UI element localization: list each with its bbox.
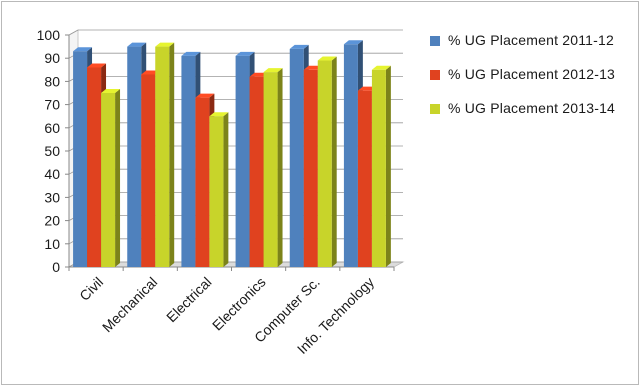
bar xyxy=(371,69,386,267)
y-tick-label: 70 xyxy=(44,97,60,113)
y-tick-label: 0 xyxy=(52,259,60,275)
bar xyxy=(155,46,170,267)
bar xyxy=(87,67,102,267)
y-tick-label: 100 xyxy=(37,27,61,43)
bar-top xyxy=(195,93,215,98)
bar-top xyxy=(371,65,391,70)
bar xyxy=(343,44,358,267)
bar-top xyxy=(317,56,337,61)
bar xyxy=(141,74,156,267)
bar-top xyxy=(235,51,255,56)
bar-top xyxy=(127,42,147,47)
y-tick-label: 10 xyxy=(44,236,60,252)
y-tick-label: 50 xyxy=(44,143,60,159)
x-tick-label: Mechanical xyxy=(99,274,160,335)
bar-top xyxy=(101,89,121,93)
gridline xyxy=(68,29,403,36)
y-tick-label: 60 xyxy=(44,120,60,136)
legend-label: % UG Placement 2013-14 xyxy=(448,100,616,116)
bar xyxy=(235,55,250,267)
bar-top xyxy=(263,68,283,73)
bar xyxy=(263,72,278,268)
x-tick-label: Civil xyxy=(76,274,106,304)
bar-top xyxy=(155,42,175,47)
bar xyxy=(101,93,116,267)
bar-side xyxy=(115,89,121,267)
bar xyxy=(195,97,210,267)
bar-top xyxy=(343,40,363,45)
legend-swatch xyxy=(430,36,440,46)
bar-side xyxy=(331,56,337,267)
bar-side xyxy=(223,112,229,267)
y-tick-label: 40 xyxy=(44,166,60,182)
bar-side xyxy=(385,65,391,267)
bar xyxy=(73,51,88,267)
bar xyxy=(127,46,142,267)
bar xyxy=(357,90,372,268)
bar xyxy=(317,60,332,267)
bar-top xyxy=(181,51,201,56)
y-tick-label: 20 xyxy=(44,213,60,229)
bar xyxy=(303,69,318,267)
legend-swatch xyxy=(430,70,440,80)
bar xyxy=(181,55,196,267)
legend-label: % UG Placement 2012-13 xyxy=(448,66,616,82)
bar-side xyxy=(277,68,283,268)
bar-top xyxy=(209,112,229,117)
y-tick-label: 90 xyxy=(44,50,60,66)
x-tick-label: Electrical xyxy=(163,274,214,325)
bar-top xyxy=(87,63,107,68)
y-tick-label: 30 xyxy=(44,189,60,205)
bar xyxy=(209,116,224,267)
bar xyxy=(289,48,304,267)
bar-top xyxy=(73,47,93,52)
y-tick-label: 80 xyxy=(44,73,60,89)
bar-side xyxy=(169,42,175,267)
legend-label: % UG Placement 2011-12 xyxy=(448,32,615,48)
legend-swatch xyxy=(430,104,440,114)
bar-top xyxy=(289,44,309,49)
bar xyxy=(249,76,264,267)
